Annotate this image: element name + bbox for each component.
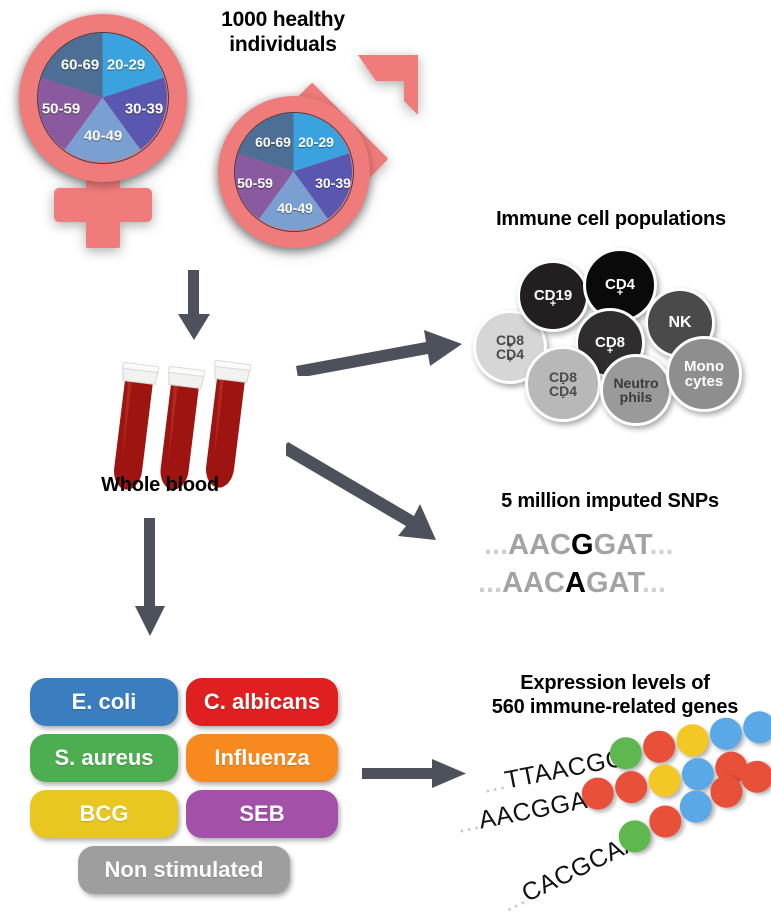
cohort-heading-line1: 1000 healthy — [221, 8, 345, 31]
stimulus-bcg[interactable]: BCG — [30, 790, 178, 838]
stimulus-c-albicans[interactable]: C. albicans — [186, 678, 338, 726]
stimulus-influenza-label: Influenza — [214, 745, 310, 770]
stimulus-s-aureus[interactable]: S. aureus — [30, 734, 178, 782]
immune-cell-cd19p-line1: CD19 + — [533, 287, 573, 310]
cohort-heading-line2: individuals — [229, 32, 337, 56]
male-pie-svg — [235, 113, 352, 230]
snp-row-1-variant: G — [571, 529, 594, 561]
male-age-pie — [234, 112, 354, 232]
snp-row-2-variant: A — [565, 567, 586, 599]
immune-cell-monocytes: Mono cytes — [666, 336, 742, 412]
expression-heading: Expression levels of 560 immune-related … — [463, 672, 767, 719]
immune-cell-monocytes-line1: Mono — [684, 357, 724, 375]
immune-cell-neutrophils-line1: Neutro — [613, 374, 659, 391]
female-age-label-40-49: 40-49 — [83, 127, 123, 145]
snp-row-1-suffix: ... — [649, 529, 674, 561]
gene-strand-1-bead-3 — [673, 721, 712, 759]
male-symbol-arrowhead — [358, 55, 418, 115]
snp-row-2-post: GAT — [585, 567, 642, 599]
whole-blood-label: Whole blood — [101, 474, 219, 496]
gene-strand-1-bead-2 — [640, 727, 678, 766]
immune-cell-cd8n-cd4n-line1: CD8- — [548, 368, 577, 389]
stimulus-s-aureus-label: S. aureus — [54, 745, 154, 770]
immune-cell-cd19p: CD19 + — [517, 260, 589, 332]
blood-tube-3 — [206, 360, 252, 488]
snp-row-2: ...AACAGAT... — [478, 567, 666, 600]
immune-cell-neutrophils-line2: phils — [619, 389, 653, 405]
stimuli-group: E. coli C. albicans S. aureus Influenza … — [30, 678, 340, 898]
female-age-pie — [37, 32, 169, 164]
expression-strands: ...TTAACGG ...AACGGAT ...CACGCAA — [455, 708, 771, 917]
snps-sequences: ...AACGGAT... ...AACAGAT... — [478, 525, 758, 615]
snp-row-1-post: GAT — [593, 529, 650, 561]
immune-heading: Immune cell populations — [496, 208, 726, 230]
immune-cell-neutrophils: Neutro phils — [600, 354, 672, 426]
immune-cell-cd8p-line1: CD8 + — [594, 334, 625, 357]
arrow-blood-to-snps — [286, 442, 436, 540]
female-gender-symbol: 20-29 30-39 40-49 50-59 60-69 — [8, 8, 198, 253]
expression-heading-line2: 560 immune-related genes — [491, 695, 739, 718]
female-symbol-crossbar — [54, 188, 152, 222]
male-age-label-60-69: 60-69 — [255, 134, 291, 150]
female-age-label-60-69: 60-69 — [60, 56, 100, 74]
immune-cell-cluster: CD8 + CD4 + CD19 + CD4 + NK CD8 + CD8- CD4- — [455, 244, 767, 426]
male-age-label-30-39: 30-39 — [315, 175, 351, 191]
arrow-blood-to-immune — [296, 330, 462, 376]
female-pie-svg — [38, 33, 167, 162]
male-age-label-40-49: 40-49 — [277, 200, 313, 216]
snp-row-1-prefix: ... — [484, 529, 509, 561]
immune-cell-cd8n-cd4n: CD8- CD4- — [525, 346, 601, 422]
immune-cell-monocytes-line2: cytes — [684, 373, 724, 390]
snp-row-1-pre: AAC — [508, 529, 572, 561]
arrow-stimuli-to-expression — [362, 759, 466, 788]
stimulus-e-coli-label: E. coli — [71, 689, 137, 714]
gene-strand-1-bead-4 — [707, 714, 745, 753]
cohort-heading: 1000 healthy individuals — [178, 8, 388, 58]
stimulus-non-stimulated[interactable]: Non stimulated — [78, 846, 290, 894]
stimulus-non-stimulated-label: Non stimulated — [104, 857, 264, 882]
blood-tube-1 — [114, 362, 160, 490]
stimulus-seb[interactable]: SEB — [186, 790, 338, 838]
gene-strand-2-bead-3 — [645, 761, 684, 800]
female-age-label-20-29: 20-29 — [106, 56, 146, 74]
immune-cell-cd8p-cd4p-line2: CD4 + — [495, 346, 524, 367]
snp-row-2-suffix: ... — [641, 567, 666, 599]
male-age-label-20-29: 20-29 — [298, 134, 334, 150]
stimulus-e-coli[interactable]: E. coli — [30, 678, 178, 726]
stimulus-influenza[interactable]: Influenza — [186, 734, 338, 782]
immune-cell-nk-line1: NK — [668, 313, 692, 331]
immune-cell-cd8p-cd4p-line1: CD8 + — [495, 331, 524, 352]
stimulus-seb-label: SEB — [239, 801, 285, 826]
whole-blood-group — [100, 340, 290, 500]
expression-heading-line1: Expression levels of — [520, 672, 710, 694]
snps-heading: 5 million imputed SNPs — [501, 490, 719, 512]
stimulus-bcg-label: BCG — [79, 801, 129, 826]
snp-row-2-prefix: ... — [478, 567, 503, 599]
immune-cell-cd8n-cd4n-line2: CD4- — [548, 383, 577, 404]
snp-row-1: ...AACGGAT... — [484, 529, 674, 562]
arrow-blood-to-stimuli — [135, 518, 165, 636]
male-age-label-50-59: 50-59 — [237, 175, 273, 191]
male-gender-symbol: 20-29 30-39 40-49 50-59 60-69 — [203, 50, 418, 250]
female-age-label-30-39: 30-39 — [124, 100, 164, 118]
arrow-cohort-to-blood — [178, 270, 210, 340]
female-age-label-50-59: 50-59 — [41, 100, 81, 118]
blood-tube-2 — [160, 366, 206, 490]
snp-row-2-pre: AAC — [502, 567, 566, 599]
stimulus-c-albicans-label: C. albicans — [203, 689, 321, 714]
immune-cell-cd4p-line1: CD4 + — [604, 276, 635, 299]
